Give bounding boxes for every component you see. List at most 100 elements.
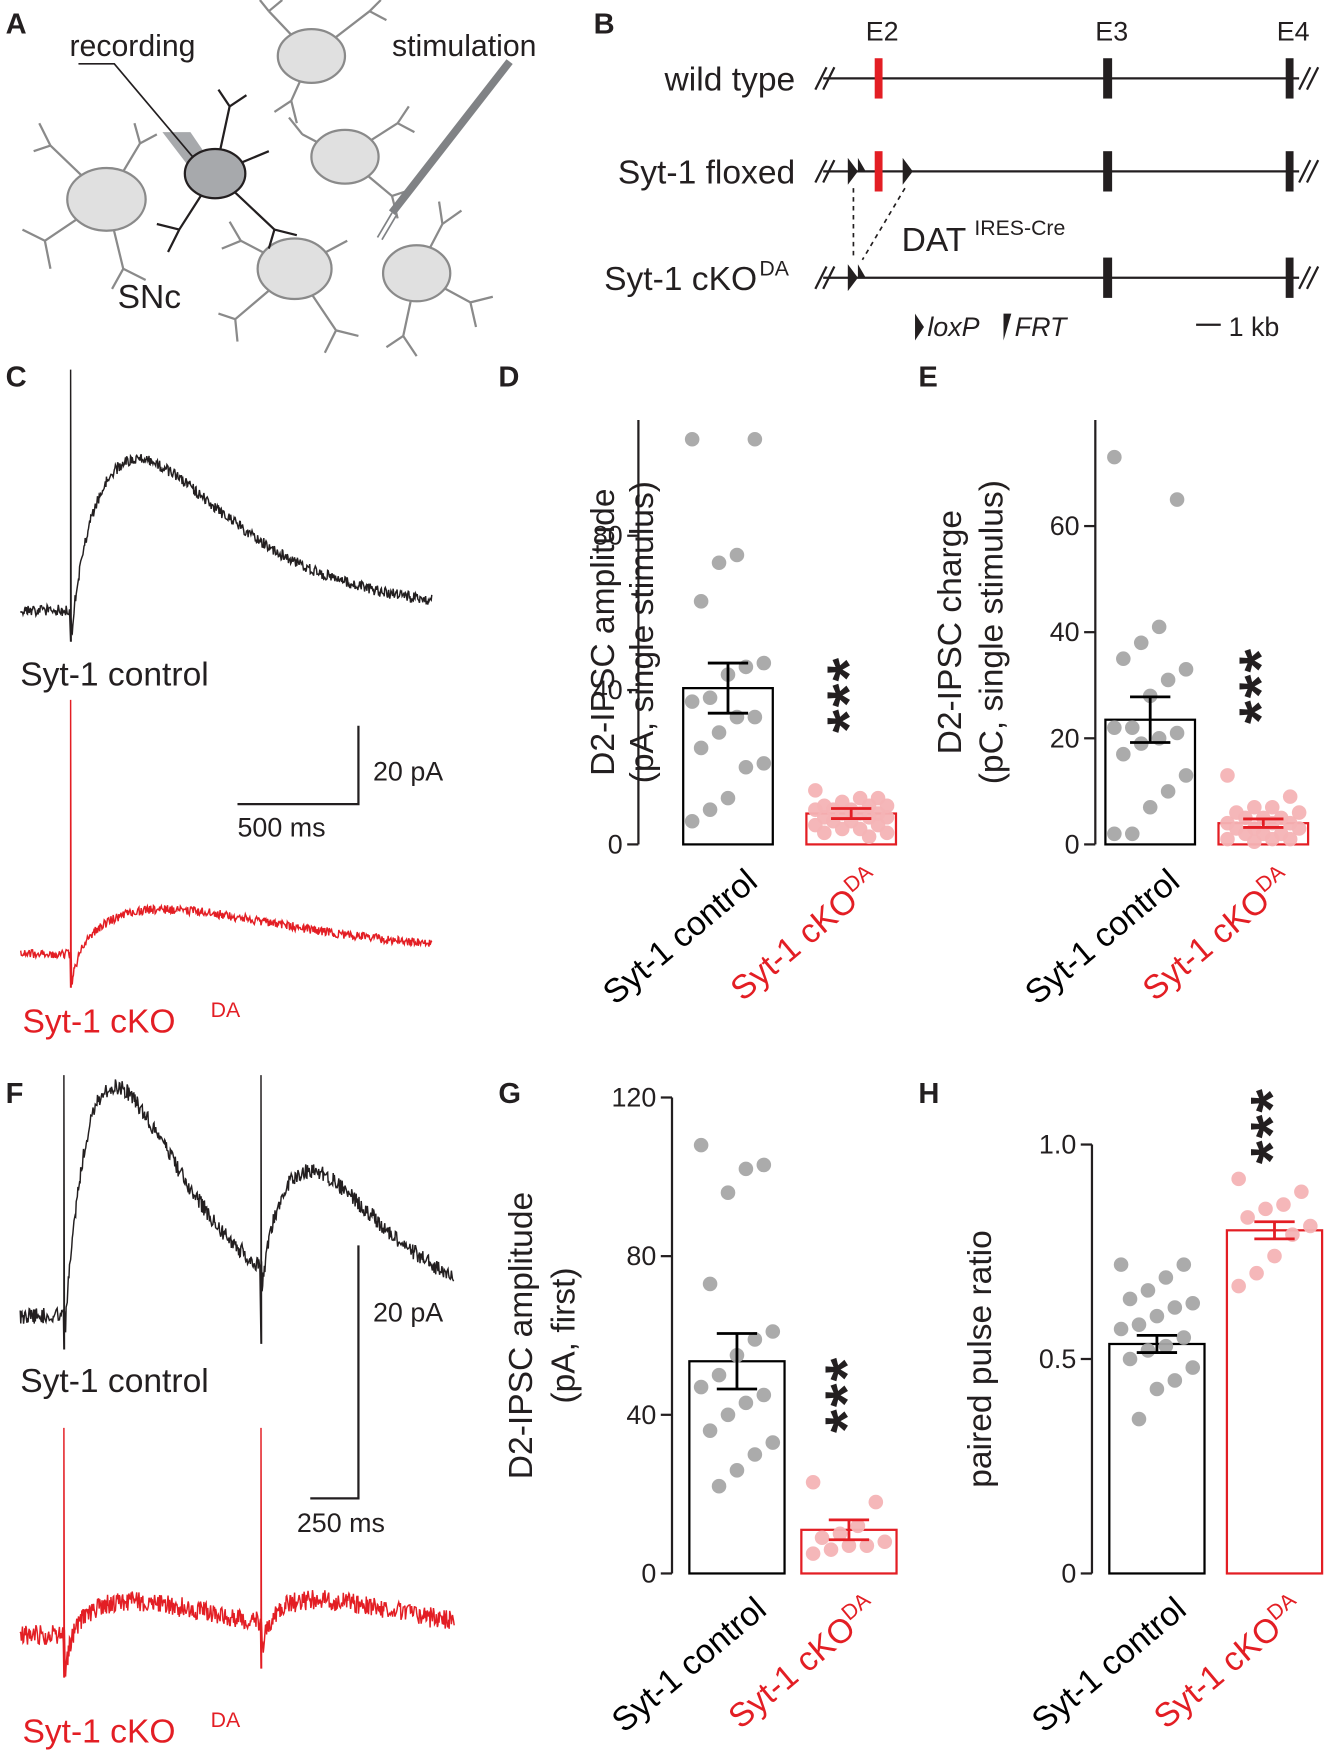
data-point xyxy=(765,1324,781,1339)
data-point xyxy=(684,431,700,447)
data-point xyxy=(693,1379,709,1395)
data-point xyxy=(1158,1338,1174,1354)
data-point xyxy=(1149,1381,1165,1397)
data-point xyxy=(1113,1321,1129,1337)
panel-label: G xyxy=(498,1078,521,1110)
data-point xyxy=(1167,1373,1183,1388)
data-point xyxy=(738,1395,754,1411)
scale-x-label: 250 ms xyxy=(297,1508,385,1538)
current-trace xyxy=(19,1075,455,1350)
data-point xyxy=(1124,826,1140,842)
y-axis-title: (pA, single stimulus) xyxy=(624,481,661,783)
data-point xyxy=(1176,1330,1192,1345)
data-point xyxy=(823,1542,839,1557)
data-point xyxy=(1140,1343,1156,1358)
data-point xyxy=(832,1526,848,1542)
trace-label: Syt-1 cKO xyxy=(22,1004,175,1041)
stimulation-electrode xyxy=(376,59,513,241)
data-point xyxy=(1282,789,1298,804)
recorded-neuron xyxy=(78,62,298,253)
data-point xyxy=(1107,720,1122,735)
data-point xyxy=(1133,635,1149,651)
data-point xyxy=(1185,1360,1201,1375)
panel-label: F xyxy=(6,1078,24,1110)
y-tick-label: 1.0 xyxy=(1039,1129,1076,1159)
current-trace xyxy=(19,1427,455,1678)
data-point xyxy=(1122,1291,1138,1307)
row-label: wild type xyxy=(664,62,796,99)
data-point xyxy=(738,1161,754,1177)
significance: *** xyxy=(1237,1087,1305,1164)
panel-label: H xyxy=(918,1078,939,1110)
y-tick-label: 0 xyxy=(1065,829,1080,859)
panel-label: E xyxy=(918,361,937,393)
data-point xyxy=(756,1157,772,1173)
y-axis-title: paired pulse ratio xyxy=(962,1230,999,1488)
data-point xyxy=(834,821,850,837)
cre-label: DAT xyxy=(902,222,967,259)
data-point xyxy=(702,802,718,817)
data-point xyxy=(1149,1308,1165,1324)
data-point xyxy=(1178,662,1194,677)
region-label: SNc xyxy=(118,279,181,316)
data-point xyxy=(1231,1171,1246,1187)
y-axis-title: D2-IPSC amplitude xyxy=(503,1192,540,1479)
data-point xyxy=(1282,831,1298,847)
data-point xyxy=(877,1534,893,1550)
y-tick-label: 20 xyxy=(1050,723,1080,753)
data-point xyxy=(1291,805,1307,820)
legend-frt: FRT xyxy=(1015,312,1068,342)
data-point xyxy=(729,1463,745,1478)
data-point xyxy=(1264,799,1280,815)
data-point xyxy=(1247,834,1262,850)
bar xyxy=(1108,1342,1206,1575)
data-point xyxy=(808,783,823,798)
data-point xyxy=(859,1538,875,1553)
data-point xyxy=(1169,725,1185,741)
data-point xyxy=(720,790,736,806)
data-point xyxy=(693,1137,709,1153)
error-bar xyxy=(831,807,872,820)
significance: *** xyxy=(812,1356,880,1433)
data-point xyxy=(1276,1197,1291,1212)
panel-label: A xyxy=(6,9,27,41)
scale-y-label: 20 pA xyxy=(373,757,443,787)
data-point xyxy=(1185,1295,1201,1311)
data-point xyxy=(868,1494,884,1510)
data-point xyxy=(1220,831,1235,847)
data-point xyxy=(1169,492,1185,507)
data-point xyxy=(879,825,895,841)
data-point xyxy=(711,1478,727,1494)
data-point xyxy=(756,1387,772,1403)
data-point xyxy=(747,1332,763,1347)
data-point xyxy=(1116,746,1131,762)
data-point xyxy=(1131,1411,1147,1427)
y-axis-title: (pA, first) xyxy=(546,1267,583,1403)
current-trace xyxy=(20,369,433,642)
data-point xyxy=(841,1538,857,1553)
panel-label: B xyxy=(594,9,615,41)
row-superscript: DA xyxy=(759,256,789,280)
data-point xyxy=(747,431,763,447)
data-point xyxy=(711,555,727,571)
current-trace xyxy=(19,699,433,988)
data-point xyxy=(817,825,832,841)
data-point xyxy=(1107,449,1122,465)
recording-label: recording xyxy=(69,30,195,63)
error-bar xyxy=(707,661,749,715)
scale-x-label: 500 ms xyxy=(237,813,325,843)
trace-label: Syt-1 control xyxy=(20,656,208,693)
significance: *** xyxy=(1226,647,1294,724)
data-point xyxy=(720,1407,736,1423)
data-point xyxy=(711,1367,727,1383)
y-tick-label: 40 xyxy=(626,1400,656,1430)
data-point xyxy=(805,1474,821,1490)
legend-loxp: loxP xyxy=(927,312,979,342)
data-point xyxy=(1158,1270,1174,1285)
y-axis-title: D2-IPSC charge xyxy=(932,510,969,754)
data-point xyxy=(1247,799,1262,815)
data-point xyxy=(729,547,745,563)
